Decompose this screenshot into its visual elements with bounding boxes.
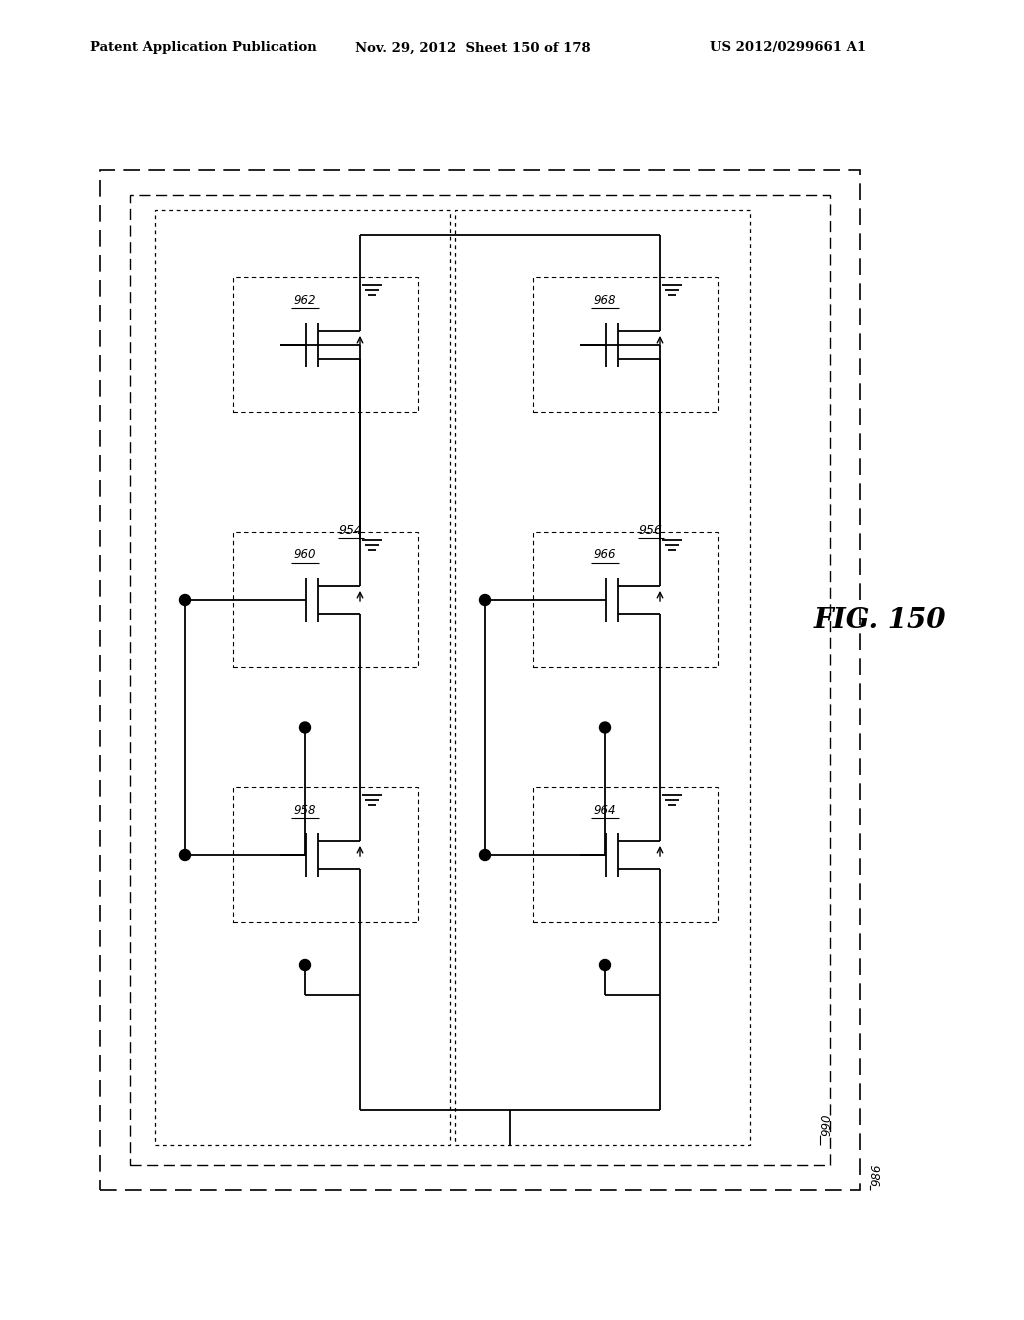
Bar (233, 277, 418, 412)
Bar (534, 787, 718, 921)
Circle shape (179, 594, 190, 606)
Bar (233, 532, 418, 667)
Text: 958: 958 (294, 804, 316, 817)
Text: Nov. 29, 2012  Sheet 150 of 178: Nov. 29, 2012 Sheet 150 of 178 (355, 41, 591, 54)
Bar (455, 210, 750, 1144)
Bar (130, 195, 830, 1166)
Circle shape (179, 850, 190, 861)
Text: 954: 954 (338, 524, 362, 536)
Circle shape (299, 722, 310, 733)
Circle shape (299, 960, 310, 970)
Circle shape (599, 722, 610, 733)
Circle shape (479, 850, 490, 861)
Text: 990: 990 (820, 1114, 833, 1137)
Circle shape (479, 594, 490, 606)
Bar (233, 787, 418, 921)
Bar (534, 277, 718, 412)
Circle shape (599, 960, 610, 970)
Text: 956: 956 (638, 524, 662, 536)
Text: 968: 968 (594, 293, 616, 306)
Text: FIG. 150: FIG. 150 (814, 606, 946, 634)
Text: 986: 986 (870, 1164, 883, 1187)
Bar (100, 170, 860, 1191)
Text: Patent Application Publication: Patent Application Publication (90, 41, 316, 54)
Text: US 2012/0299661 A1: US 2012/0299661 A1 (710, 41, 866, 54)
Text: 966: 966 (594, 549, 616, 561)
Text: 960: 960 (294, 549, 316, 561)
Text: 964: 964 (594, 804, 616, 817)
Bar (534, 532, 718, 667)
Bar (155, 210, 450, 1144)
Text: 962: 962 (294, 293, 316, 306)
